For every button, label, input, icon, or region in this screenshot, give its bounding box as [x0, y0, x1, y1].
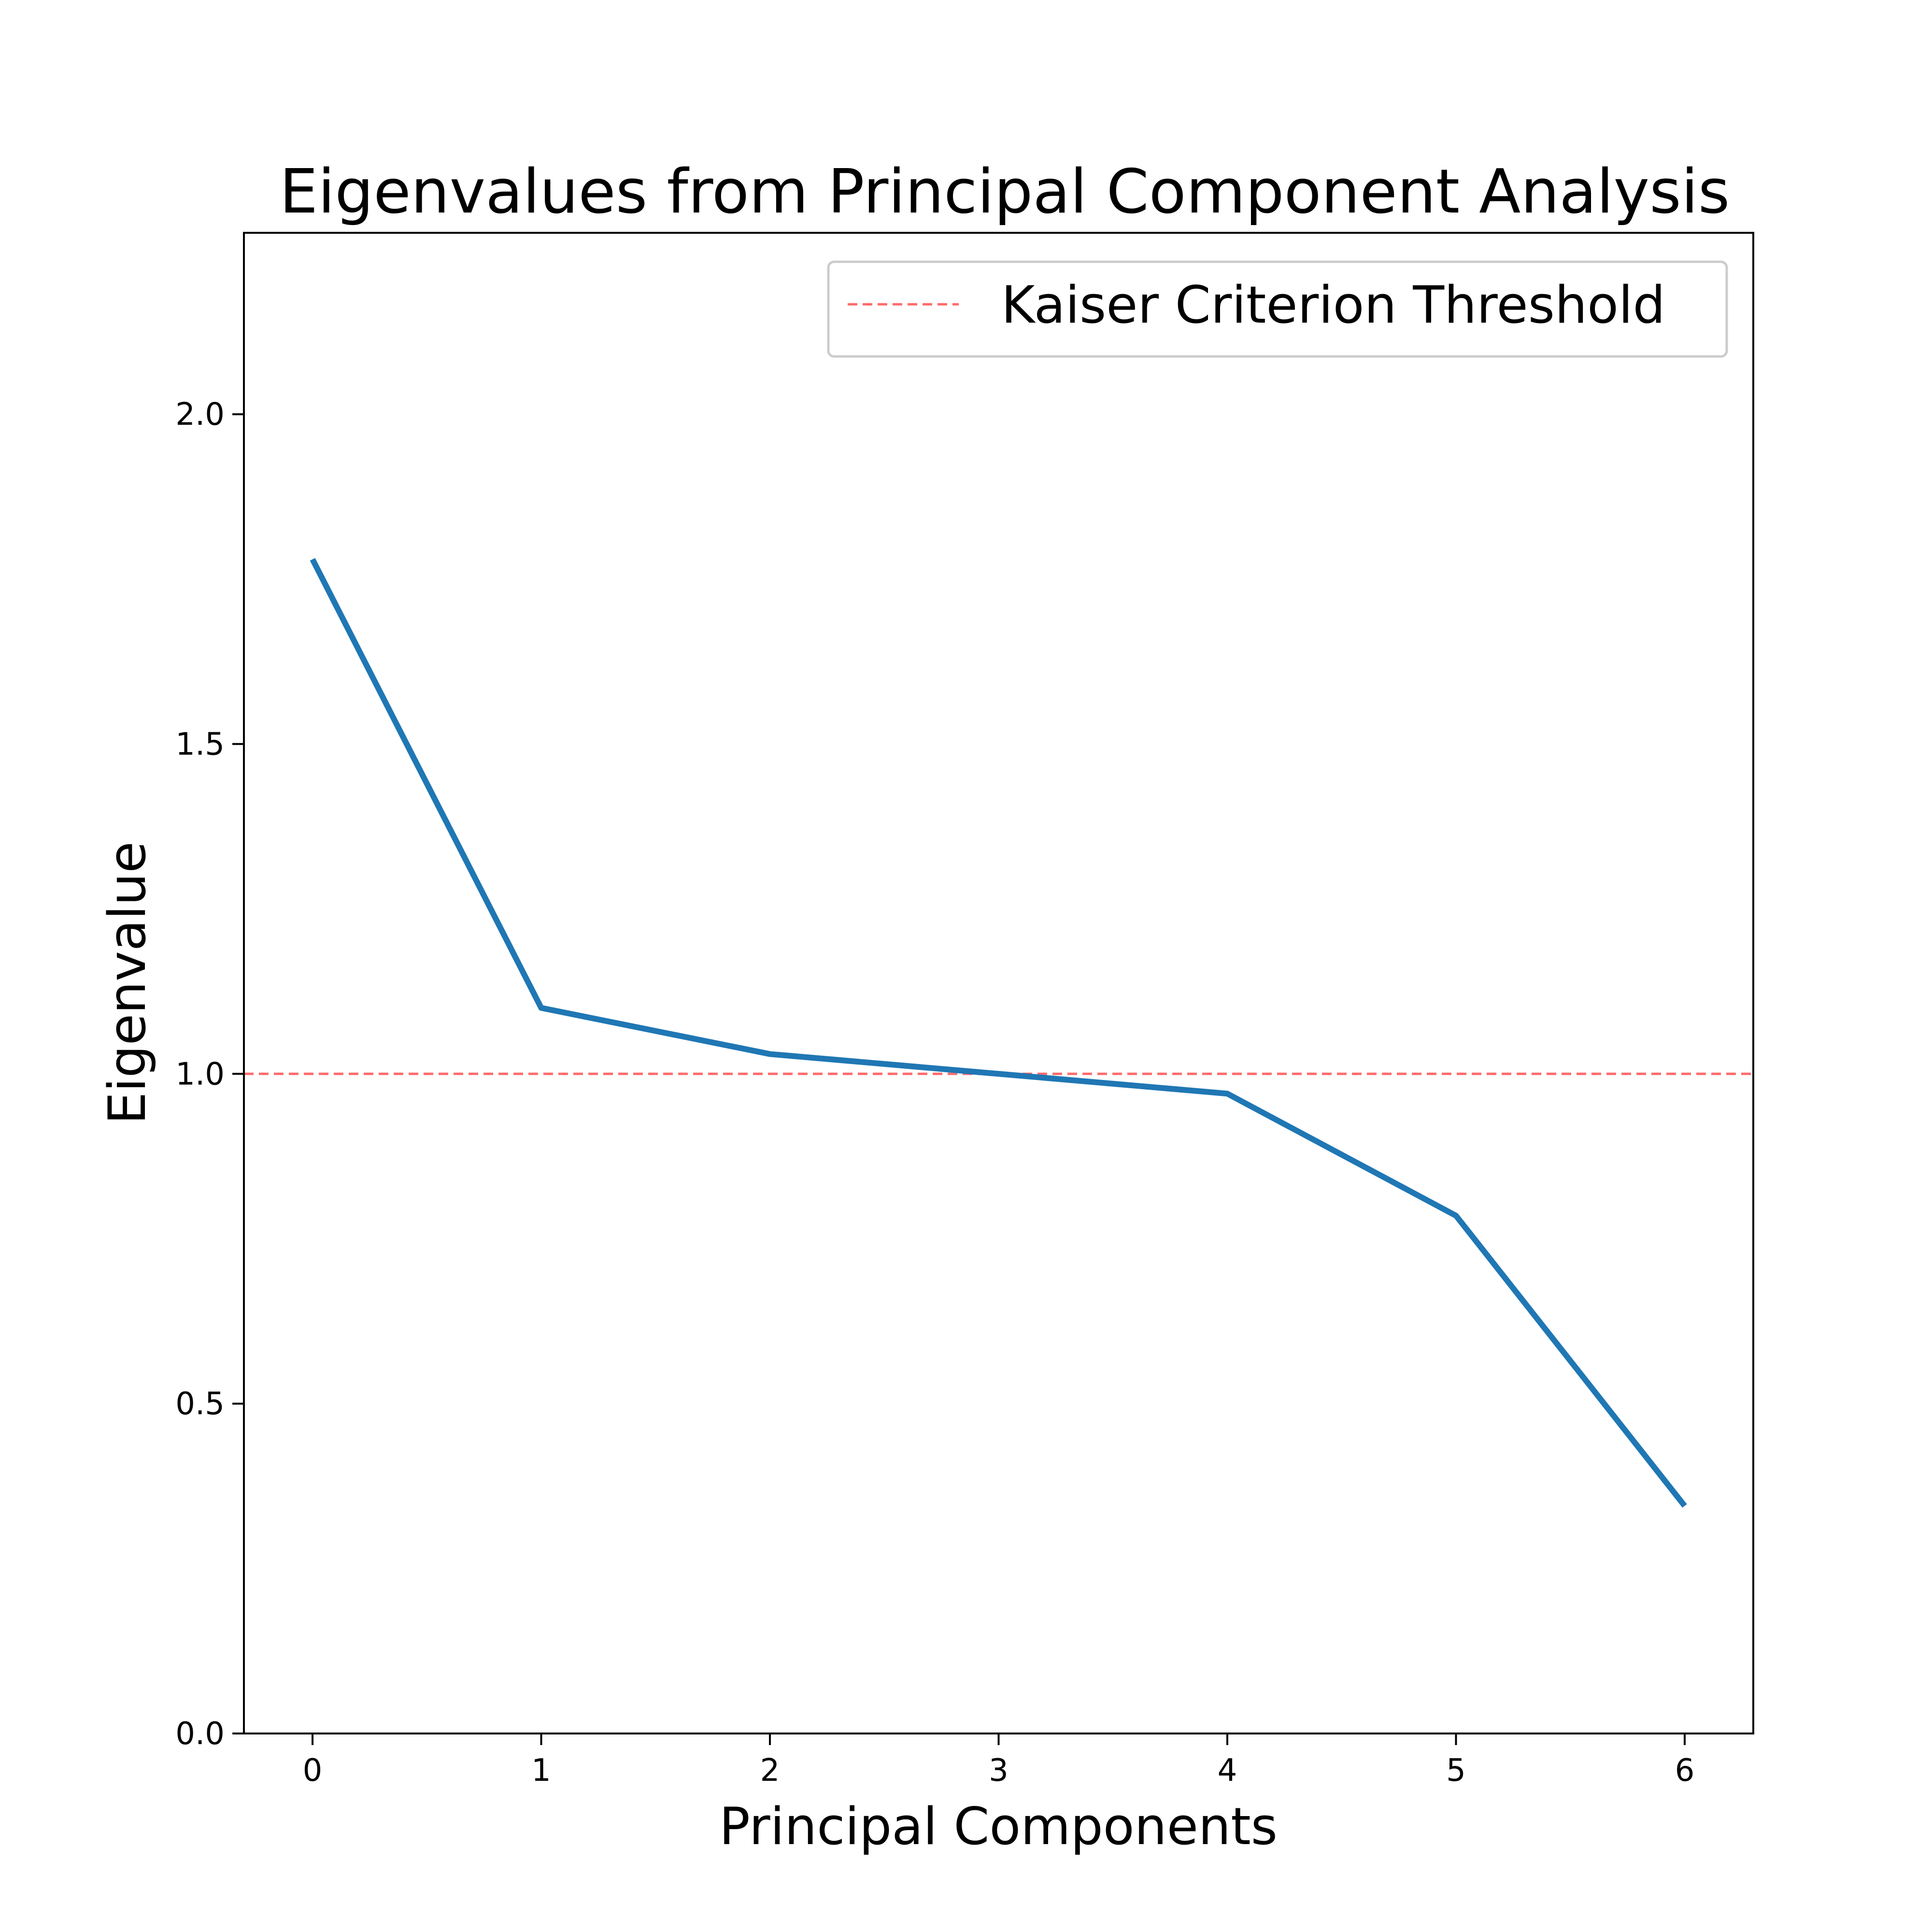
y-tick-label: 0.5 — [175, 1386, 225, 1422]
x-tick-label: 3 — [989, 1753, 1009, 1789]
x-tick-label: 4 — [1218, 1753, 1237, 1789]
chart-title: Eigenvalues from Principal Component Ana… — [280, 156, 1730, 227]
plot-background — [244, 233, 1753, 1733]
series-lines — [310, 558, 1687, 1508]
y-axis-ticks: 0.0 0.5 1.0 1.5 2.0 — [175, 397, 244, 1752]
x-tick-label: 6 — [1675, 1753, 1695, 1789]
x-tick-label: 0 — [303, 1753, 323, 1789]
y-tick-label: 2.0 — [175, 397, 225, 433]
plot-area — [243, 232, 1754, 1734]
y-axis-label: Eigenvalue — [98, 841, 157, 1124]
x-tick-label: 2 — [760, 1753, 780, 1789]
legend: Kaiser Criterion Threshold — [827, 260, 1728, 358]
y-tick-label: 1.0 — [175, 1056, 225, 1092]
x-tick-label: 5 — [1446, 1753, 1466, 1789]
y-tick-label: 1.5 — [175, 726, 225, 762]
legend-label-kaiser-threshold: Kaiser Criterion Threshold — [1001, 275, 1665, 335]
x-tick-label: 1 — [531, 1753, 551, 1789]
legend-box — [827, 260, 1728, 358]
y-tick-label: 0.0 — [175, 1716, 225, 1752]
x-axis-label: Principal Components — [719, 1797, 1278, 1856]
x-axis-ticks: 0 1 2 3 4 5 6 — [303, 1733, 1695, 1789]
eigenvalue-series-line — [310, 558, 1687, 1508]
